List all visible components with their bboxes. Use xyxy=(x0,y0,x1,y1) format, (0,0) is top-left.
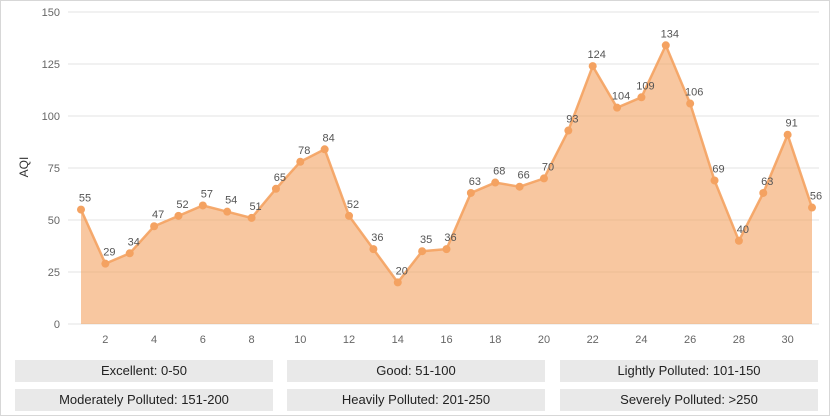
data-labels-layer: 55 29 34 47 52 57 54 51 65 78 84 52 36 20 35 36 63 68 66 70… xyxy=(79,28,822,277)
x-tick-label: 14 xyxy=(392,334,404,346)
data-point xyxy=(150,222,159,231)
data-label: 34 xyxy=(128,236,140,248)
data-label: 29 xyxy=(103,247,115,259)
data-label: 68 xyxy=(493,166,505,178)
data-point xyxy=(515,182,524,191)
data-label: 65 xyxy=(274,172,286,184)
data-label: 35 xyxy=(420,234,432,246)
x-tick-label: 20 xyxy=(538,334,550,346)
data-point xyxy=(198,201,207,210)
aqi-legend: Excellent: 0-50 Good: 51-100 Lightly Pol… xyxy=(15,360,819,412)
legend-severely-polluted: Severely Polluted: >250 xyxy=(560,389,818,411)
legend-good: Good: 51-100 xyxy=(287,360,545,382)
data-label: 134 xyxy=(661,28,679,40)
data-label: 57 xyxy=(201,188,213,200)
x-tick-label: 24 xyxy=(635,334,647,346)
data-label: 66 xyxy=(517,170,529,182)
x-axis-ticks: 2 4 6 8 10 12 14 16 18 20 22 24 26 28 30 xyxy=(102,334,793,346)
data-point xyxy=(637,93,646,102)
data-point xyxy=(418,247,427,256)
data-label: 52 xyxy=(176,199,188,211)
x-tick-label: 10 xyxy=(294,334,306,346)
data-point xyxy=(783,130,792,139)
legend-lightly-polluted: Lightly Polluted: 101-150 xyxy=(560,360,818,382)
x-tick-label: 4 xyxy=(151,334,157,346)
data-point xyxy=(564,126,573,135)
data-label: 55 xyxy=(79,193,91,205)
data-point xyxy=(661,41,670,50)
data-label: 78 xyxy=(298,145,310,157)
data-label: 40 xyxy=(737,224,749,236)
y-tick-label: 100 xyxy=(42,111,60,123)
data-point xyxy=(345,211,354,220)
y-tick-label: 125 xyxy=(42,59,60,71)
data-point xyxy=(223,207,232,216)
y-axis-ticks: 0 25 50 75 100 125 150 xyxy=(42,7,60,331)
data-label: 36 xyxy=(444,232,456,244)
x-tick-label: 18 xyxy=(489,334,501,346)
data-point xyxy=(734,236,743,245)
y-tick-label: 150 xyxy=(42,7,60,19)
y-tick-label: 25 xyxy=(48,267,60,279)
data-point xyxy=(271,184,280,193)
data-label: 56 xyxy=(810,191,822,203)
data-label: 104 xyxy=(612,91,630,103)
data-label: 63 xyxy=(469,176,481,188)
y-tick-label: 0 xyxy=(54,319,60,331)
x-tick-label: 6 xyxy=(200,334,206,346)
data-point xyxy=(491,178,500,187)
legend-moderately-polluted: Moderately Polluted: 151-200 xyxy=(15,389,273,411)
y-tick-label: 75 xyxy=(48,163,60,175)
data-label: 54 xyxy=(225,195,237,207)
data-point xyxy=(320,145,329,154)
data-label: 70 xyxy=(542,161,554,173)
x-tick-label: 12 xyxy=(343,334,355,346)
data-point xyxy=(247,213,256,222)
data-label: 106 xyxy=(685,87,703,99)
data-label: 69 xyxy=(712,163,724,175)
y-tick-label: 50 xyxy=(48,215,60,227)
x-tick-label: 30 xyxy=(782,334,794,346)
legend-heavily-polluted: Heavily Polluted: 201-250 xyxy=(287,389,545,411)
points-layer xyxy=(77,41,816,287)
data-point xyxy=(393,278,402,287)
data-point xyxy=(588,62,597,71)
data-point xyxy=(466,188,475,197)
data-point xyxy=(77,205,85,214)
data-label: 36 xyxy=(371,232,383,244)
data-point xyxy=(369,245,378,254)
x-tick-label: 26 xyxy=(684,334,696,346)
data-label: 47 xyxy=(152,209,164,221)
series-area xyxy=(81,45,812,324)
data-point xyxy=(125,249,134,258)
data-point xyxy=(808,203,816,212)
data-label: 63 xyxy=(761,176,773,188)
y-axis-label: AQI xyxy=(17,157,31,178)
data-label: 84 xyxy=(323,132,335,144)
data-label: 109 xyxy=(636,80,654,92)
data-point xyxy=(174,211,183,220)
data-label: 51 xyxy=(249,201,261,213)
data-point xyxy=(613,103,622,112)
x-tick-label: 16 xyxy=(440,334,452,346)
data-point xyxy=(710,176,719,185)
data-point xyxy=(759,188,768,197)
data-label: 20 xyxy=(396,265,408,277)
x-tick-label: 8 xyxy=(249,334,255,346)
data-point xyxy=(442,245,451,254)
data-point xyxy=(539,174,548,183)
data-point xyxy=(296,157,305,166)
x-tick-label: 22 xyxy=(587,334,599,346)
data-point xyxy=(686,99,695,108)
x-tick-label: 2 xyxy=(102,334,108,346)
legend-excellent: Excellent: 0-50 xyxy=(15,360,273,382)
data-label: 91 xyxy=(786,118,798,130)
data-point xyxy=(101,259,110,268)
data-label: 93 xyxy=(566,114,578,126)
x-tick-label: 28 xyxy=(733,334,745,346)
data-label: 124 xyxy=(588,49,606,61)
data-label: 52 xyxy=(347,199,359,211)
